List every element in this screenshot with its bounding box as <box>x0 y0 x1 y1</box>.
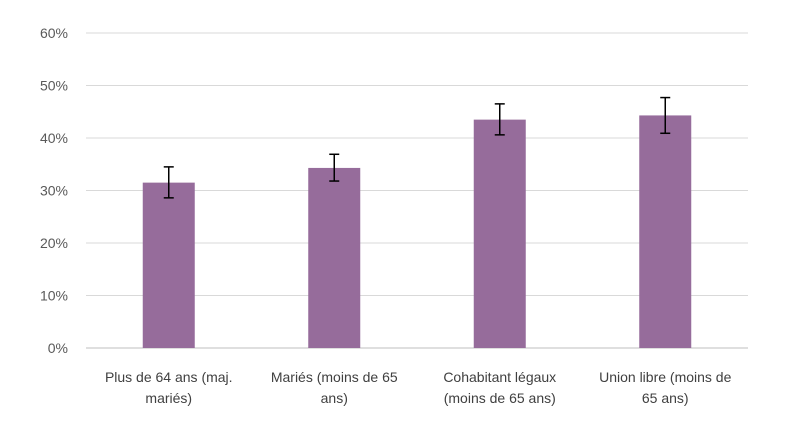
y-tick-label: 0% <box>48 340 68 356</box>
bar <box>142 182 195 348</box>
x-category-label: Union libre (moins de <box>599 369 731 385</box>
x-category-label: Mariés (moins de 65 <box>271 369 398 385</box>
bar <box>473 119 526 348</box>
y-tick-label: 60% <box>40 25 68 41</box>
y-tick-label: 40% <box>40 130 68 146</box>
x-category-label: Plus de 64 ans (maj. <box>105 369 233 385</box>
y-tick-label: 50% <box>40 78 68 94</box>
y-tick-label: 30% <box>40 183 68 199</box>
x-category-label: mariés) <box>145 390 192 406</box>
x-category-label: 65 ans) <box>642 390 689 406</box>
y-tick-label: 20% <box>40 235 68 251</box>
bar <box>308 167 361 348</box>
x-category-label: (moins de 65 ans) <box>444 390 556 406</box>
x-category-label: ans) <box>321 390 348 406</box>
bar <box>639 115 692 348</box>
x-category-label: Cohabitant légaux <box>443 369 556 385</box>
y-tick-label: 10% <box>40 288 68 304</box>
